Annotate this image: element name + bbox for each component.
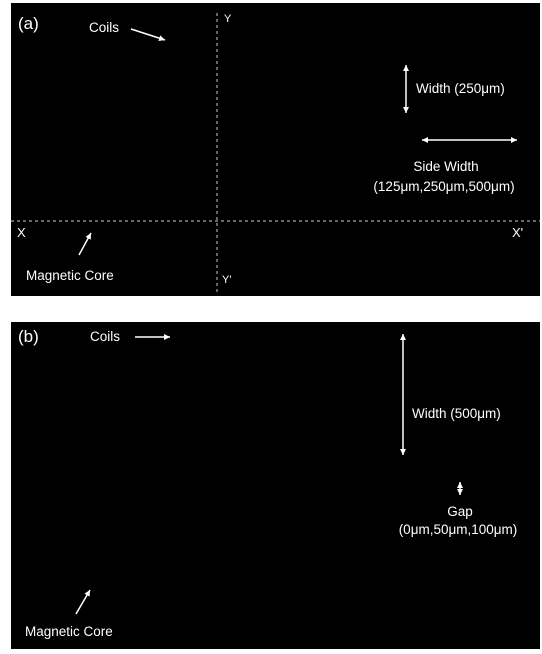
- core-arrow: [75, 589, 91, 615]
- gap-label: Gap: [447, 504, 473, 519]
- coils-label: Coils: [89, 20, 120, 35]
- width-label: Width (250μm): [416, 81, 505, 96]
- side-width-label: Side Width: [413, 159, 479, 174]
- side-width-values: (125μm,250μm,500μm): [373, 179, 515, 194]
- panel-b: (b) Coils Width (500μm) Gap (0μm,50μm,10…: [11, 322, 540, 649]
- panel-b-annotations: [75, 334, 463, 615]
- panel-a-label: (a): [18, 14, 39, 33]
- axis-y-end-label: Y': [222, 274, 232, 286]
- axis-x-end-label: X': [512, 225, 524, 240]
- magnetic-core-label: Magnetic Core: [26, 268, 114, 283]
- panel-b-label: (b): [18, 327, 39, 346]
- gap-values: (0μm,50μm,100μm): [398, 522, 518, 537]
- core-arrow: [78, 232, 92, 256]
- panel-a: (a) Coils Y Width (250μm) Side Width (12…: [11, 3, 540, 296]
- axis-y-start-label: Y: [224, 13, 232, 25]
- magnetic-core-label: Magnetic Core: [25, 624, 113, 639]
- coils-label-b: Coils: [90, 329, 121, 344]
- panel-a-annotations: [11, 13, 540, 293]
- width-label: Width (500μm): [412, 406, 501, 421]
- axis-x-start-label: X: [17, 225, 26, 240]
- coils-arrow: [130, 28, 166, 42]
